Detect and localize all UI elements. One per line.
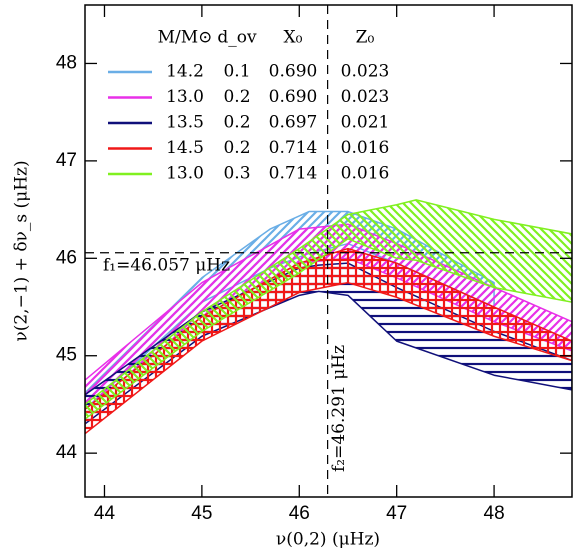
y-axis-label: ν(2,−1) + δν_s (μHz) bbox=[12, 160, 32, 341]
legend-cell: 0.023 bbox=[341, 62, 390, 82]
legend-header: M/M⊙ bbox=[158, 28, 213, 48]
x-tick-label: 46 bbox=[289, 503, 310, 524]
legend-cell: 0.021 bbox=[341, 113, 390, 133]
x-tick-label: 44 bbox=[94, 503, 116, 524]
legend-cell: 0.690 bbox=[269, 87, 318, 107]
band bbox=[85, 199, 572, 420]
x-tick-label: 48 bbox=[484, 503, 505, 524]
legend-header: X₀ bbox=[284, 28, 303, 48]
y-tick-label: 45 bbox=[56, 345, 77, 366]
legend-cell: 0.1 bbox=[223, 62, 250, 82]
x-tick-label: 45 bbox=[191, 503, 212, 524]
legend-cell: 13.5 bbox=[166, 113, 204, 133]
legend-cell: 0.690 bbox=[269, 62, 318, 82]
legend-cell: 14.2 bbox=[166, 62, 204, 82]
legend-cell: 14.5 bbox=[166, 138, 204, 158]
legend-cell: 13.0 bbox=[166, 87, 204, 107]
legend-cell: 13.0 bbox=[166, 164, 204, 184]
y-tick-label: 46 bbox=[56, 247, 77, 268]
legend-cell: 0.697 bbox=[269, 113, 318, 133]
legend-header: d_ov bbox=[217, 28, 257, 48]
legend-cell: 0.2 bbox=[223, 138, 250, 158]
legend-cell: 0.714 bbox=[269, 164, 318, 184]
x-axis-label: ν(0,2) (μHz) bbox=[276, 530, 380, 550]
legend-cell: 0.016 bbox=[341, 164, 390, 184]
reference-label: f₂=46.291 μHz bbox=[329, 345, 349, 472]
legend-cell: 0.714 bbox=[269, 138, 318, 158]
plot-frame bbox=[84, 4, 573, 498]
reference-label: f₁=46.057 μHz bbox=[103, 255, 230, 275]
y-tick-label: 47 bbox=[56, 150, 77, 171]
legend-cell: 0.2 bbox=[223, 113, 250, 133]
legend-cell: 0.016 bbox=[341, 138, 390, 158]
y-tick-label: 48 bbox=[56, 52, 77, 73]
y-tick-label: 44 bbox=[56, 442, 78, 463]
legend-header: Z₀ bbox=[356, 28, 375, 48]
legend-cell: 0.2 bbox=[223, 87, 250, 107]
legend-cell: 0.3 bbox=[223, 164, 250, 184]
x-tick-label: 47 bbox=[386, 503, 407, 524]
legend-cell: 0.023 bbox=[341, 87, 390, 107]
